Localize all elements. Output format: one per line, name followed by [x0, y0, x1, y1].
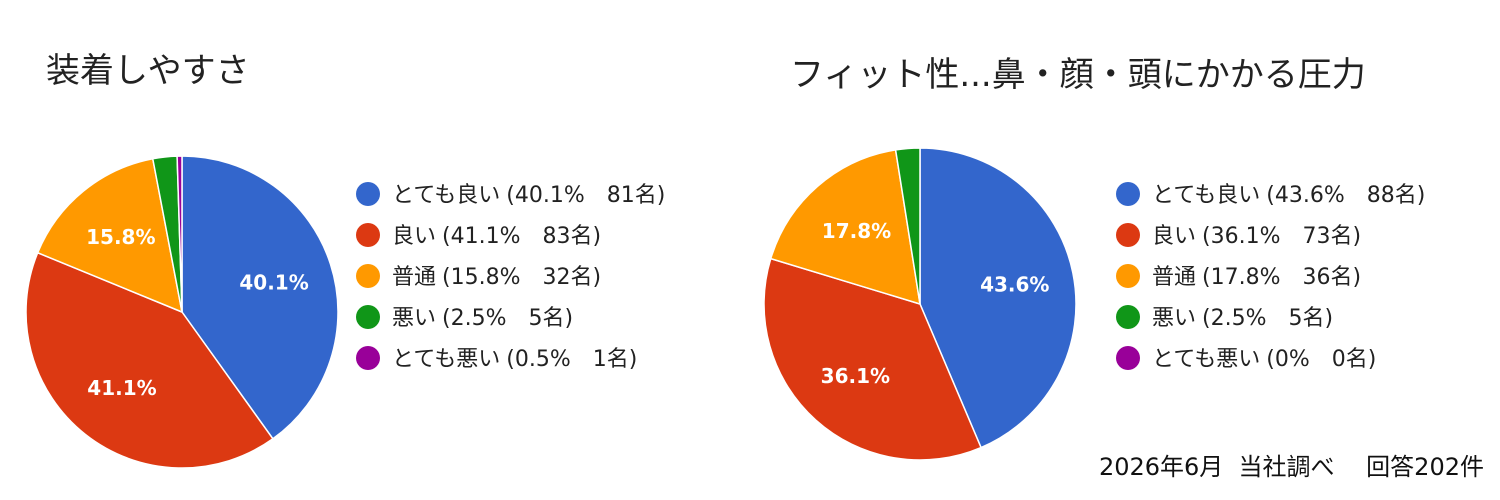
legend-label: 良い (36.1% 73名)	[1152, 224, 1361, 249]
legend-label: 良い (41.1% 83名)	[392, 224, 601, 249]
slice-label: 36.1%	[821, 364, 890, 388]
pie-slice-3	[36, 157, 183, 314]
pie-slice-4	[894, 147, 921, 305]
legend-swatch	[1116, 305, 1140, 329]
legend-label: 悪い (2.5% 5名)	[392, 306, 573, 331]
legend-label: とても良い (43.6% 88名)	[1152, 183, 1425, 208]
pie-slice-2	[763, 257, 983, 461]
legend-swatch	[1116, 182, 1140, 206]
legend-swatch	[356, 264, 380, 288]
legend-value: (40.1% 81名)	[506, 183, 665, 208]
legend-label: 普通 (15.8% 32名)	[392, 265, 601, 290]
legend-category: 良い	[1152, 224, 1196, 249]
legend-value: (2.5% 5名)	[1202, 306, 1333, 331]
legend-value: (43.6% 88名)	[1266, 183, 1425, 208]
legend-swatch	[356, 305, 380, 329]
slice-label: 17.8%	[822, 219, 891, 243]
legend-category: 悪い	[1152, 306, 1196, 331]
legend-label: とても悪い (0.5% 1名)	[392, 347, 637, 372]
chart-title: 装着しやすさ	[46, 51, 250, 91]
pie-slice-5	[176, 155, 183, 313]
pie-chart-1: 装着しやすさ 40.1% とても良い (40.1% 81名) 41.1% 良い (41.1%…	[25, 51, 665, 469]
legend-value: (41.1% 83名)	[442, 224, 601, 249]
legend-value: (17.8% 36名)	[1202, 265, 1361, 290]
legend-category: とても悪い	[1152, 347, 1260, 372]
legend-value: (0.5% 1名)	[506, 347, 637, 372]
legend-swatch	[356, 182, 380, 206]
pie-slice-3	[769, 149, 921, 306]
legend-value: (2.5% 5名)	[442, 306, 573, 331]
legend-category: とても良い	[392, 183, 500, 208]
legend-category: 悪い	[392, 306, 436, 331]
pie-chart-2: フィット性...鼻・顔・頭にかかる圧力 43.6% とても良い (43.6% 88名)…	[763, 55, 1425, 461]
legend-label: とても良い (40.1% 81名)	[392, 183, 665, 208]
legend-value: (36.1% 73名)	[1202, 224, 1361, 249]
legend-swatch	[1116, 264, 1140, 288]
legend-value: (0% 0名)	[1266, 347, 1376, 372]
legend-label: 普通 (17.8% 36名)	[1152, 265, 1361, 290]
legend-swatch	[356, 346, 380, 370]
footer-note: 2026年6月 当社調べ 回答202件	[1098, 453, 1484, 481]
pie-slice-2	[25, 251, 274, 469]
pie-slice-1	[181, 155, 339, 440]
legend-label: とても悪い (0% 0名)	[1152, 347, 1376, 372]
slice-label: 15.8%	[86, 225, 155, 249]
pie-slice-1	[919, 147, 1077, 449]
slice-label: 41.1%	[87, 376, 156, 400]
legend-category: 普通	[1152, 265, 1196, 290]
legend-swatch	[1116, 346, 1140, 370]
slice-label: 40.1%	[239, 270, 308, 294]
legend-value: (15.8% 32名)	[442, 265, 601, 290]
legend-category: 普通	[392, 265, 436, 290]
legend-category: 良い	[392, 224, 436, 249]
legend-label: 悪い (2.5% 5名)	[1152, 306, 1333, 331]
legend-category: とても悪い	[392, 347, 500, 372]
slice-label: 43.6%	[980, 273, 1049, 297]
chart-title: フィット性...鼻・顔・頭にかかる圧力	[790, 55, 1366, 95]
legend-swatch	[1116, 223, 1140, 247]
legend-category: とても良い	[1152, 183, 1260, 208]
legend-swatch	[356, 223, 380, 247]
